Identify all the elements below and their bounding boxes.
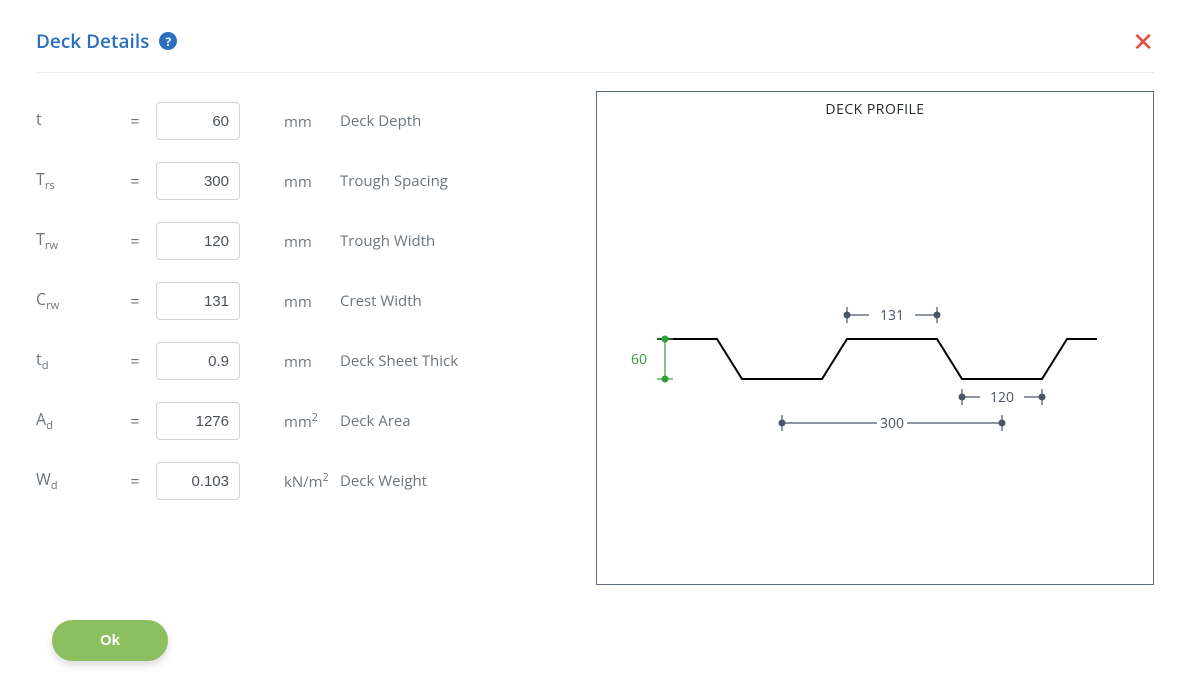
param-symbol: t [36, 108, 114, 133]
param-unit: mm [240, 111, 340, 132]
deck-profile-diagram: 60 131 120 [597, 119, 1153, 579]
equals-sign: = [114, 110, 156, 132]
param-symbol: td [36, 348, 114, 373]
deck-details-dialog: Deck Details ? ✕ t = mm Deck Depth Trs =… [0, 0, 1190, 681]
help-icon[interactable]: ? [159, 32, 177, 50]
dim-depth-label: 60 [631, 350, 647, 369]
trough-spacing-input[interactable] [156, 162, 240, 200]
param-desc: Trough Spacing [340, 171, 448, 191]
deck-sheet-thick-input[interactable] [156, 342, 240, 380]
dim-crest-label: 131 [880, 306, 904, 325]
param-row-crw: Crw = mm Crest Width [36, 271, 576, 331]
dim-trough-width-label: 120 [990, 388, 1014, 407]
param-desc: Deck Sheet Thick [340, 351, 458, 371]
close-icon[interactable]: ✕ [1132, 28, 1154, 54]
param-row-td: td = mm Deck Sheet Thick [36, 331, 576, 391]
dialog-header: Deck Details ? ✕ [36, 28, 1154, 73]
equals-sign: = [114, 290, 156, 312]
param-unit: kN/m2 [240, 471, 340, 492]
param-row-trs: Trs = mm Trough Spacing [36, 151, 576, 211]
param-row-trw: Trw = mm Trough Width [36, 211, 576, 271]
param-row-ad: Ad = mm2 Deck Area [36, 391, 576, 451]
param-unit: mm [240, 351, 340, 372]
dim-spacing-label: 300 [880, 414, 904, 433]
deck-depth-input[interactable] [156, 102, 240, 140]
param-unit: mm [240, 171, 340, 192]
deck-weight-input[interactable] [156, 462, 240, 500]
param-unit: mm [240, 231, 340, 252]
param-desc: Deck Weight [340, 471, 427, 491]
equals-sign: = [114, 470, 156, 492]
equals-sign: = [114, 230, 156, 252]
dialog-title: Deck Details ? [36, 28, 177, 54]
ok-button[interactable]: Ok [52, 620, 168, 661]
trough-width-input[interactable] [156, 222, 240, 260]
param-unit: mm2 [240, 411, 340, 432]
param-symbol: Trs [36, 168, 114, 193]
param-unit: mm [240, 291, 340, 312]
param-desc: Trough Width [340, 231, 435, 251]
dialog-content: t = mm Deck Depth Trs = mm Trough Spacin… [36, 73, 1154, 585]
param-row-wd: Wd = kN/m2 Deck Weight [36, 451, 576, 511]
crest-width-input[interactable] [156, 282, 240, 320]
diagram-title: DECK PROFILE [597, 92, 1153, 119]
param-symbol: Crw [36, 288, 114, 313]
param-desc: Deck Depth [340, 111, 421, 131]
equals-sign: = [114, 410, 156, 432]
param-symbol: Ad [36, 408, 114, 433]
param-symbol: Wd [36, 468, 114, 493]
equals-sign: = [114, 350, 156, 372]
param-row-t: t = mm Deck Depth [36, 91, 576, 151]
parameters-form: t = mm Deck Depth Trs = mm Trough Spacin… [36, 91, 576, 585]
title-text: Deck Details [36, 28, 149, 54]
deck-profile-panel: DECK PROFILE 60 131 [596, 91, 1154, 585]
deck-area-input[interactable] [156, 402, 240, 440]
param-desc: Crest Width [340, 291, 422, 311]
equals-sign: = [114, 170, 156, 192]
param-desc: Deck Area [340, 411, 411, 431]
param-symbol: Trw [36, 228, 114, 253]
